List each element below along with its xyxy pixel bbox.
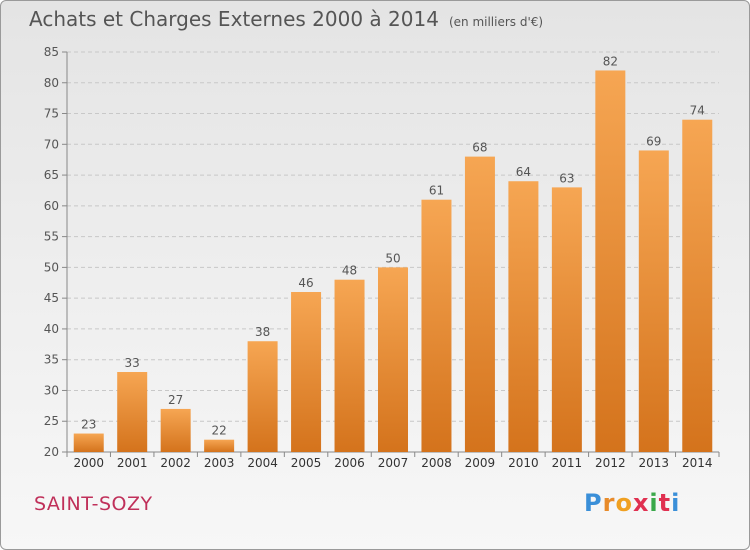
logo-letter: r [602, 489, 616, 517]
y-tick-label: 75 [44, 107, 59, 121]
x-tick-label-2013: 2013 [639, 456, 670, 470]
data-labels: 23 2000 33 2001 27 2002 22 2003 38 2004 46 2005 48 20… [73, 54, 712, 470]
bar-2006 [334, 279, 365, 452]
y-tick-label: 65 [44, 168, 59, 182]
y-tick-label: 50 [44, 260, 59, 274]
bars [73, 70, 713, 452]
data-label-2000: 23 [81, 418, 96, 432]
y-tick-label: 45 [44, 291, 59, 305]
data-label-2004: 38 [255, 325, 270, 339]
data-label-2011: 63 [559, 171, 574, 185]
data-label-2007: 50 [385, 251, 400, 265]
chart-unit: (en milliers d'€) [448, 15, 544, 29]
y-tick-label: 55 [44, 230, 59, 244]
data-label-2012: 82 [603, 54, 618, 68]
bar-2002 [160, 408, 191, 452]
bar-2001 [117, 372, 148, 452]
data-label-2014: 74 [690, 104, 705, 118]
proxiti-logo[interactable]: Proxiti [584, 489, 680, 517]
bar-2013 [638, 150, 669, 452]
data-label-2010: 64 [516, 165, 531, 179]
bar-2011 [551, 187, 582, 452]
axes: 20 25 30 35 40 45 50 55 60 65 70 75 80 85 [44, 45, 720, 459]
y-tick-label: 60 [44, 199, 59, 213]
x-tick-label-2006: 2006 [334, 456, 365, 470]
x-tick-label-2005: 2005 [291, 456, 322, 470]
y-tick-label: 85 [44, 45, 59, 59]
x-tick-label-2007: 2007 [378, 456, 409, 470]
x-tick-label-2002: 2002 [160, 456, 191, 470]
y-tick-label: 70 [44, 137, 59, 151]
bar-2000 [73, 433, 104, 452]
y-tick-label: 35 [44, 353, 59, 367]
logo-letter: x [632, 489, 650, 517]
logo-letter: t [658, 489, 672, 517]
chart-title-text: Achats et Charges Externes 2000 à 2014 [29, 7, 439, 31]
bar-2010 [508, 181, 539, 452]
data-label-2006: 48 [342, 264, 357, 278]
data-label-2005: 46 [298, 276, 313, 290]
y-tick-label: 80 [44, 76, 59, 90]
bar-2008 [421, 199, 452, 452]
data-label-2003: 22 [211, 424, 226, 438]
y-tick-label: 20 [44, 445, 59, 459]
x-tick-label-2001: 2001 [117, 456, 148, 470]
x-tick-label-2000: 2000 [73, 456, 104, 470]
x-tick-label-2010: 2010 [508, 456, 539, 470]
logo-letter: P [584, 489, 603, 517]
logo-letter: o [615, 489, 633, 517]
x-tick-label-2014: 2014 [682, 456, 713, 470]
bar-2005 [291, 292, 322, 452]
chart-title: Achats et Charges Externes 2000 à 2014 (e… [29, 7, 543, 31]
x-tick-label-2009: 2009 [465, 456, 496, 470]
x-tick-label-2004: 2004 [247, 456, 278, 470]
bar-2007 [378, 267, 408, 452]
data-label-2009: 68 [472, 141, 487, 155]
data-label-2013: 69 [646, 134, 661, 148]
logo-letter: i [649, 489, 659, 517]
x-tick-label-2003: 2003 [204, 456, 235, 470]
bar-2009 [464, 156, 495, 452]
x-tick-label-2008: 2008 [421, 456, 452, 470]
x-tick-label-2011: 2011 [552, 456, 583, 470]
bar-2014 [682, 119, 713, 452]
data-label-2001: 33 [125, 356, 140, 370]
x-tick-label-2012: 2012 [595, 456, 626, 470]
data-label-2002: 27 [168, 393, 183, 407]
bar-2012 [595, 70, 626, 452]
y-tick-label: 40 [44, 322, 59, 336]
data-label-2008: 61 [429, 184, 444, 198]
y-tick-label: 30 [44, 383, 59, 397]
logo-letter: i [671, 489, 681, 517]
place-name: SAINT-SOZY [34, 493, 153, 515]
bar-2003 [204, 439, 235, 452]
bar-2004 [247, 341, 278, 452]
y-tick-label: 25 [44, 414, 59, 428]
